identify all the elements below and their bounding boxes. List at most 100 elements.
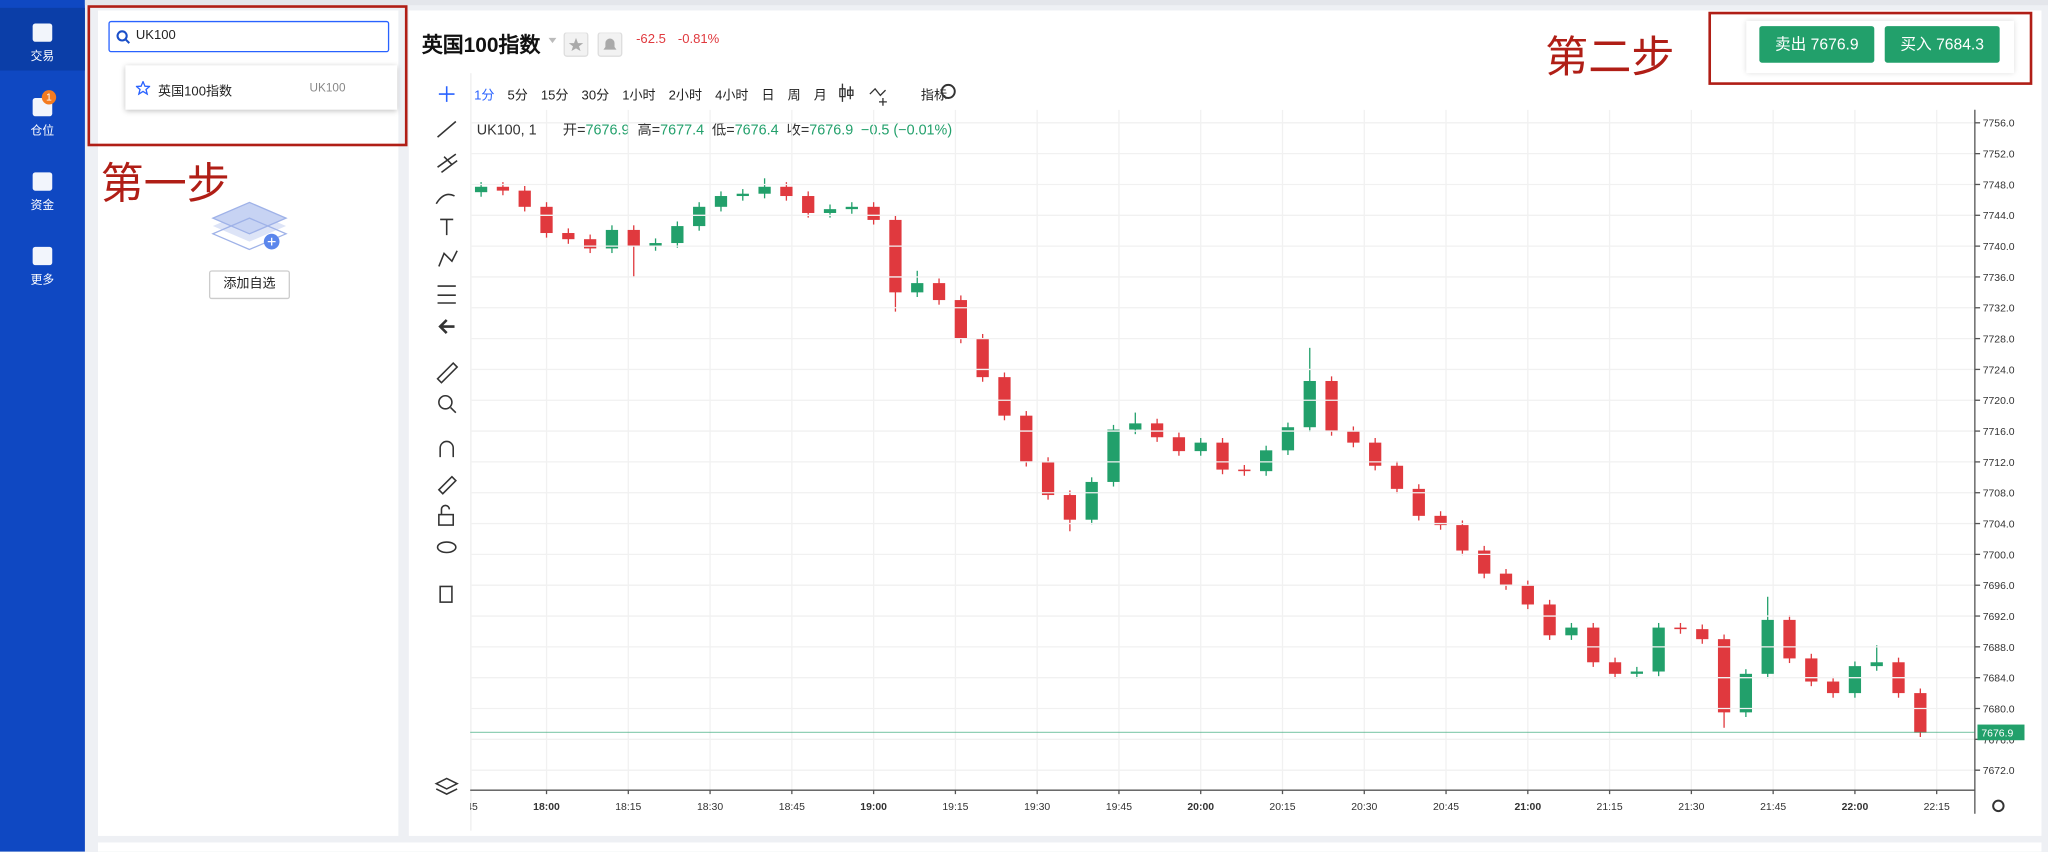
interval-button[interactable]: 30分 <box>581 88 610 104</box>
indicators-button[interactable]: 指标 <box>920 88 948 104</box>
candle-body <box>1390 465 1404 489</box>
x-tick-label: 18:45 <box>779 802 805 813</box>
x-tick-label: 21:45 <box>1760 802 1786 813</box>
candle-body <box>1238 469 1251 472</box>
interval-button[interactable]: 周 <box>787 88 801 104</box>
star-icon <box>135 80 151 96</box>
y-tick-label: 7688.0 <box>1983 643 2015 654</box>
candle-body <box>1085 481 1098 520</box>
y-tick-label: 7700.0 <box>1983 550 2015 561</box>
sidebar-item[interactable]: 更多 <box>0 231 85 294</box>
step1-label: 第一步 <box>100 159 230 208</box>
x-tick-label: 20:00 <box>1187 802 1214 813</box>
candle-body <box>1325 380 1338 432</box>
result-symbol: UK100 <box>309 80 346 95</box>
tool-icons <box>434 86 459 795</box>
x-tick-label: 20:15 <box>1269 802 1295 813</box>
empty-illustration <box>211 201 288 251</box>
candle-body <box>1608 662 1622 674</box>
candle-body <box>562 233 575 240</box>
candle-body <box>693 206 706 227</box>
candle-body <box>932 283 946 301</box>
sidebar-label: 仓位 <box>30 124 55 138</box>
sidebar-icon <box>32 246 53 266</box>
buy-button[interactable]: 买入 7684.3 <box>1884 26 2000 63</box>
x-tick-label: 18:00 <box>533 802 560 813</box>
candle-body <box>1150 423 1164 438</box>
candle-body <box>1041 461 1055 496</box>
y-tick-label: 7716.0 <box>1983 427 2015 438</box>
y-tick-label: 7680.0 <box>1983 704 2015 715</box>
y-tick-label: 7748.0 <box>1983 180 2015 191</box>
candle-body <box>1848 666 1862 694</box>
candle-body <box>1063 495 1077 520</box>
candle-body <box>714 196 728 207</box>
x-tick-label: 22:15 <box>1924 802 1950 813</box>
interval-button[interactable]: 月 <box>813 88 827 104</box>
interval-button[interactable]: 15分 <box>540 88 569 104</box>
candle-body <box>1870 662 1883 667</box>
interval-button[interactable]: 5分 <box>507 88 528 104</box>
candle-body <box>1805 658 1818 682</box>
sidebar-badge: 1 <box>41 90 57 105</box>
candle-body <box>1281 427 1295 451</box>
candle-body <box>780 186 793 197</box>
candle-body <box>1739 673 1753 713</box>
candle-body <box>1303 380 1316 428</box>
candle-body <box>671 226 684 244</box>
search-result[interactable]: 英国100指数 UK100 <box>125 65 398 110</box>
candle-body <box>1674 627 1687 630</box>
chart-type-icon <box>839 83 854 102</box>
interval-button[interactable]: 日 <box>761 88 775 104</box>
candle-body <box>1521 585 1534 605</box>
result-name: 英国100指数 <box>158 84 233 100</box>
candle-body <box>1565 627 1578 636</box>
sidebar-item[interactable]: 交易 <box>0 7 85 71</box>
sidebar-item[interactable]: 仓位 1 <box>0 82 85 145</box>
x-tick-label: 20:30 <box>1351 802 1377 813</box>
interval-button[interactable]: 1小时 <box>622 88 656 104</box>
candle-body <box>1456 525 1469 551</box>
price-change-pct: -0.81% <box>677 32 720 48</box>
add-watchlist-button[interactable]: 添加自选 <box>208 270 290 300</box>
candle-body <box>823 209 837 213</box>
search-box[interactable]: UK100 <box>108 20 390 53</box>
candle-body <box>1717 639 1731 713</box>
interval-button[interactable]: 1分 <box>474 88 495 104</box>
sidebar-item[interactable]: 资金 <box>0 157 85 220</box>
sell-button[interactable]: 卖出 7676.9 <box>1759 26 1875 63</box>
candle-body <box>1434 515 1447 526</box>
x-tick-label: 18:15 <box>615 802 641 813</box>
candle-body <box>1260 450 1273 472</box>
x-tick-label: 19:30 <box>1024 802 1050 813</box>
candle-body <box>1107 429 1120 482</box>
y-tick-label: 7736.0 <box>1983 273 2015 284</box>
legend-symbol: UK100, 1 <box>476 122 537 139</box>
axis-settings-icon <box>1992 799 2005 813</box>
legend-value: 7677.4 <box>660 122 705 139</box>
legend-value: 7676.4 <box>734 122 779 139</box>
candle-body <box>1587 627 1600 663</box>
settings-icon <box>940 83 956 99</box>
candle-body <box>584 239 597 249</box>
price-change: -62.5 <box>636 32 666 48</box>
legend-value: 7676.9 <box>809 122 854 139</box>
y-tick-label: 7692.0 <box>1983 612 2015 623</box>
y-tick-label: 7728.0 <box>1983 335 2015 346</box>
candle-body <box>954 300 967 339</box>
interval-button[interactable]: 4小时 <box>715 88 749 104</box>
candle-body <box>889 219 902 293</box>
candle-body <box>649 243 662 247</box>
candle-body <box>911 283 924 293</box>
search-text: UK100 <box>135 28 176 44</box>
sidebar-icon <box>32 23 53 42</box>
candle-body <box>1499 573 1513 586</box>
candle-body <box>845 206 858 210</box>
legend-label: 高= <box>637 122 661 139</box>
x-tick-label: 19:45 <box>1106 802 1132 813</box>
last-price-label: 7676.9 <box>1981 728 2013 739</box>
y-tick-label: 7676.0 <box>1983 735 2015 746</box>
interval-button[interactable]: 2小时 <box>668 88 703 104</box>
